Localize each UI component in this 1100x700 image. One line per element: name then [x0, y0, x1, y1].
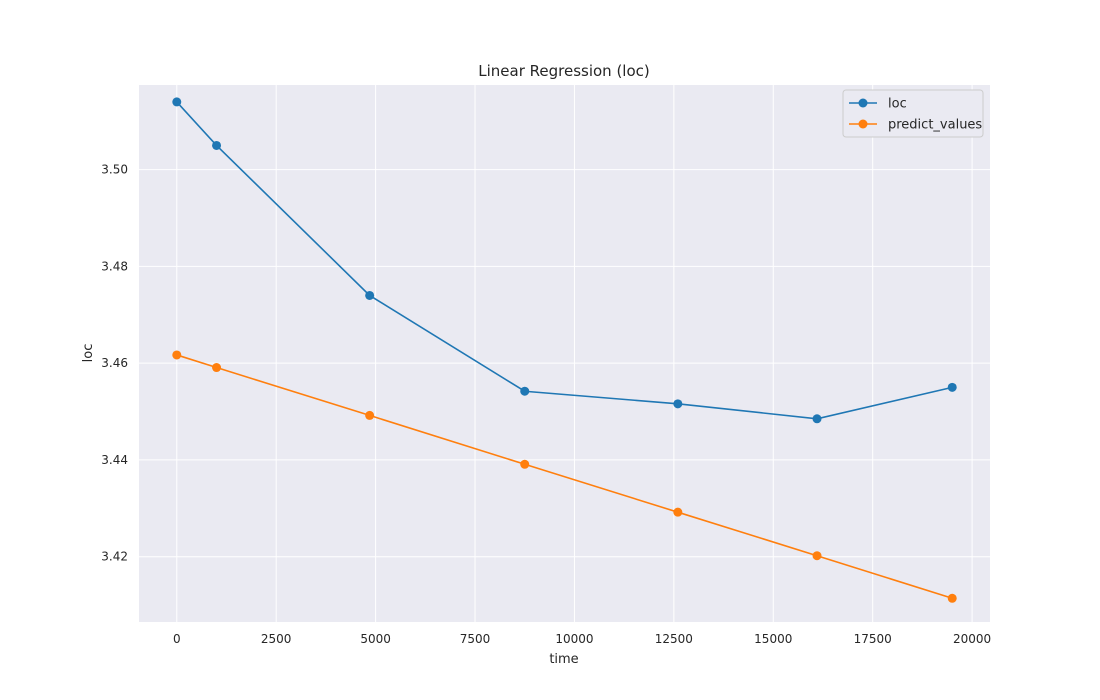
data-point: [812, 551, 822, 561]
data-point: [673, 507, 683, 517]
data-point: [673, 399, 683, 409]
data-point: [947, 593, 957, 603]
y-axis-label: loc: [81, 344, 96, 363]
x-axis-label: time: [549, 652, 578, 667]
grid: [139, 85, 990, 622]
x-tick-label: 7500: [460, 632, 491, 646]
y-tick-label: 3.48: [101, 259, 128, 273]
legend-marker: [858, 119, 868, 129]
x-tick-label: 20000: [953, 632, 991, 646]
x-tick-label: 2500: [261, 632, 292, 646]
y-tick-label: 3.44: [101, 453, 128, 467]
x-tick-label: 5000: [360, 632, 391, 646]
legend-label: loc: [888, 97, 907, 112]
data-point: [212, 363, 222, 373]
plot-area: [139, 85, 990, 622]
y-axis: 3.42 3.44 3.46 3.48 3.50: [101, 163, 128, 564]
legend: loc predict_values: [842, 89, 984, 138]
data-point: [172, 97, 182, 107]
legend-marker: [858, 98, 868, 108]
x-tick-label: 12500: [655, 632, 693, 646]
legend-label: predict_values: [888, 118, 982, 133]
data-point: [947, 382, 957, 392]
data-point: [520, 386, 530, 396]
y-tick-label: 3.46: [101, 356, 128, 370]
data-point: [365, 410, 375, 420]
y-tick-label: 3.42: [101, 550, 128, 564]
data-point: [172, 350, 182, 360]
x-tick-label: 17500: [854, 632, 892, 646]
chart-title: Linear Regression (loc): [478, 62, 650, 80]
x-tick-label: 15000: [754, 632, 792, 646]
series-layer: [172, 97, 957, 603]
data-point: [212, 140, 222, 150]
data-point: [520, 459, 530, 469]
data-point: [365, 290, 375, 300]
y-tick-label: 3.50: [101, 163, 128, 177]
data-point: [812, 414, 822, 424]
x-tick-label: 10000: [555, 632, 593, 646]
legend-box: [842, 89, 984, 138]
x-axis: 0 2500 5000 7500 10000 12500 15000 17500 20000: [173, 632, 991, 646]
x-tick-label: 0: [173, 632, 181, 646]
